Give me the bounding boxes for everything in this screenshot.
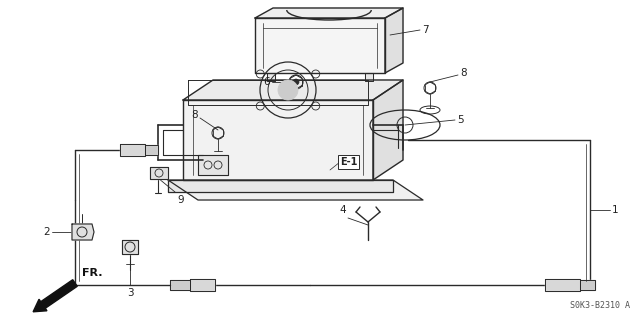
- Polygon shape: [385, 8, 403, 73]
- Polygon shape: [255, 8, 403, 18]
- Text: 5: 5: [457, 115, 463, 125]
- Polygon shape: [373, 80, 403, 180]
- Polygon shape: [365, 73, 373, 81]
- Text: 2: 2: [44, 227, 50, 237]
- Polygon shape: [72, 224, 94, 240]
- Text: 4: 4: [339, 205, 346, 215]
- Polygon shape: [545, 279, 580, 291]
- Polygon shape: [255, 18, 385, 73]
- Text: 1: 1: [612, 205, 619, 215]
- Text: 8: 8: [191, 110, 198, 120]
- Text: 6: 6: [264, 77, 270, 87]
- Polygon shape: [150, 167, 168, 179]
- Polygon shape: [183, 100, 373, 180]
- Circle shape: [293, 79, 299, 85]
- Text: E-1: E-1: [340, 157, 357, 167]
- Polygon shape: [190, 279, 215, 291]
- Polygon shape: [122, 240, 138, 254]
- Polygon shape: [267, 73, 275, 81]
- Polygon shape: [198, 155, 228, 175]
- FancyArrow shape: [33, 280, 77, 312]
- Polygon shape: [580, 280, 595, 290]
- Polygon shape: [168, 180, 393, 192]
- Polygon shape: [120, 144, 145, 156]
- Polygon shape: [145, 145, 158, 155]
- Text: FR.: FR.: [82, 268, 102, 278]
- Polygon shape: [183, 80, 403, 100]
- Polygon shape: [168, 180, 423, 200]
- Text: S0K3-B2310 A: S0K3-B2310 A: [570, 301, 630, 310]
- Text: 3: 3: [127, 288, 133, 298]
- Polygon shape: [170, 280, 190, 290]
- Circle shape: [278, 80, 298, 100]
- Text: 9: 9: [177, 195, 184, 205]
- Text: 8: 8: [460, 68, 467, 78]
- Text: 7: 7: [422, 25, 429, 35]
